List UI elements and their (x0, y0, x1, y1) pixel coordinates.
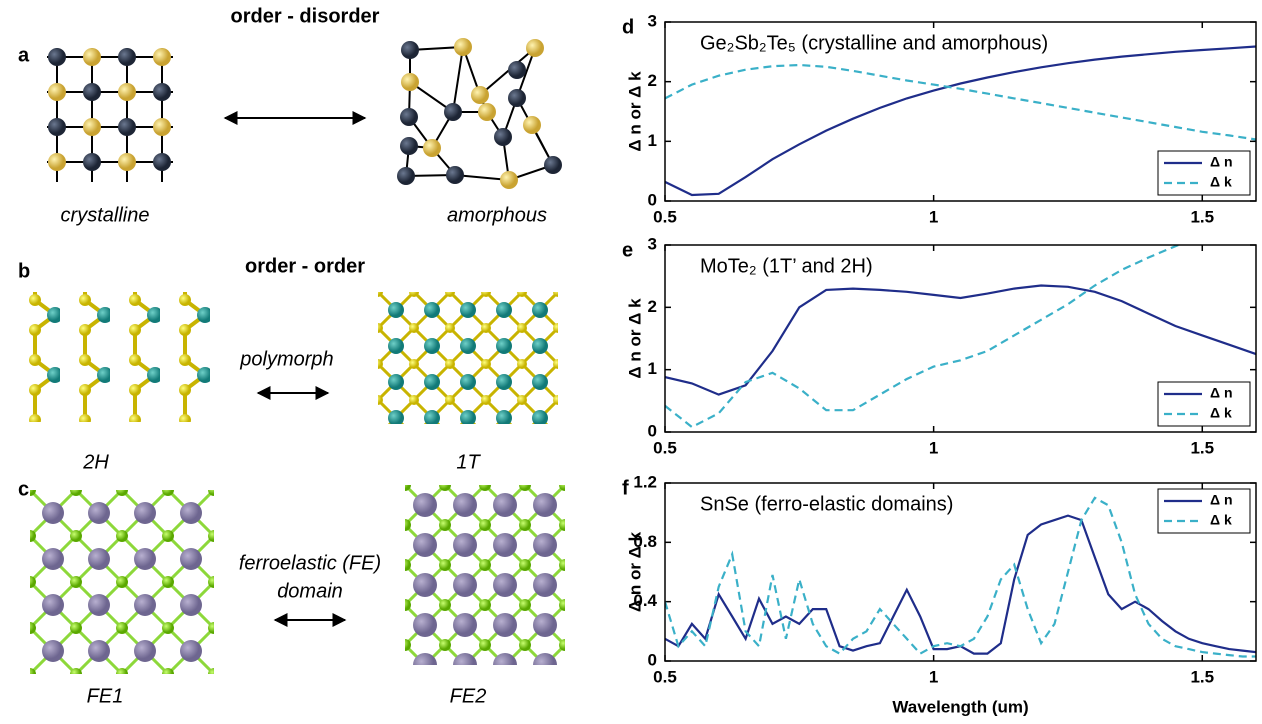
y-tick-label: 3 (648, 11, 657, 30)
chart-title: Ge₂Sb₂Te₅ (crystalline and amorphous) (700, 32, 1048, 54)
crystalline-lattice (47, 48, 173, 182)
x-axis-label: Wavelength (um) (892, 697, 1028, 716)
y-tick-label: 1.2 (633, 472, 657, 491)
panel-letter: d (622, 16, 634, 38)
y-axis-label: Δ n or Δ k (625, 298, 644, 379)
panel-heading: order - disorder (231, 5, 380, 27)
transition-label: ferroelastic (FE) (239, 552, 381, 574)
structure-label: FE2 (450, 685, 487, 707)
y-tick-label: 3 (648, 234, 657, 253)
structure-label: crystalline (61, 204, 150, 226)
1t-structure (378, 292, 558, 424)
panel-heading: order - order (245, 255, 365, 277)
x-tick-label: 1.5 (1190, 438, 1214, 457)
y-axis-label: Δ n or Δ k (625, 71, 644, 152)
legend-box (1158, 489, 1250, 533)
x-tick-label: 0.5 (653, 438, 677, 457)
y-tick-label: 1 (648, 359, 657, 378)
panel-letter: f (622, 477, 629, 499)
x-tick-label: 0.5 (653, 207, 677, 226)
x-tick-label: 1 (929, 667, 938, 686)
structure-label: 1T (456, 451, 481, 473)
panel-letter: e (622, 239, 633, 261)
x-tick-label: 0.5 (653, 667, 677, 686)
2h-structure (12, 292, 222, 422)
fe2-structure (405, 485, 565, 665)
legend-box (1158, 382, 1250, 426)
chart-title: SnSe (ferro-elastic domains) (700, 493, 953, 515)
transition-label: domain (277, 580, 343, 602)
y-axis-label: Δ n or Δ k (625, 531, 644, 612)
x-tick-label: 1.5 (1190, 207, 1214, 226)
y-tick-label: 2 (648, 71, 657, 90)
structure-label: amorphous (447, 204, 547, 226)
x-tick-label: 1 (929, 207, 938, 226)
legend-label: Δ n (1210, 385, 1233, 401)
figure: a order - disorder crystalline amorphous… (0, 0, 1262, 724)
panel-letter: c (18, 478, 29, 500)
legend-label: Δ n (1210, 492, 1233, 508)
x-tick-label: 1 (929, 438, 938, 457)
legend-label: Δ k (1210, 405, 1232, 421)
legend-label: Δ n (1210, 154, 1233, 170)
transition-label: polymorph (239, 348, 333, 370)
fe1-structure (30, 490, 214, 674)
structure-label: 2H (82, 451, 109, 473)
y-tick-label: 1 (648, 131, 657, 150)
structure-label: FE1 (87, 685, 124, 707)
legend-box (1158, 151, 1250, 195)
chart-title: MoTe₂ (1T’ and 2H) (700, 255, 873, 277)
x-tick-label: 1.5 (1190, 667, 1214, 686)
amorphous-network (397, 38, 562, 189)
y-tick-label: 2 (648, 297, 657, 316)
panel-letter: a (18, 44, 30, 66)
legend-label: Δ k (1210, 512, 1232, 528)
panel-letter: b (18, 260, 30, 282)
legend-label: Δ k (1210, 174, 1232, 190)
